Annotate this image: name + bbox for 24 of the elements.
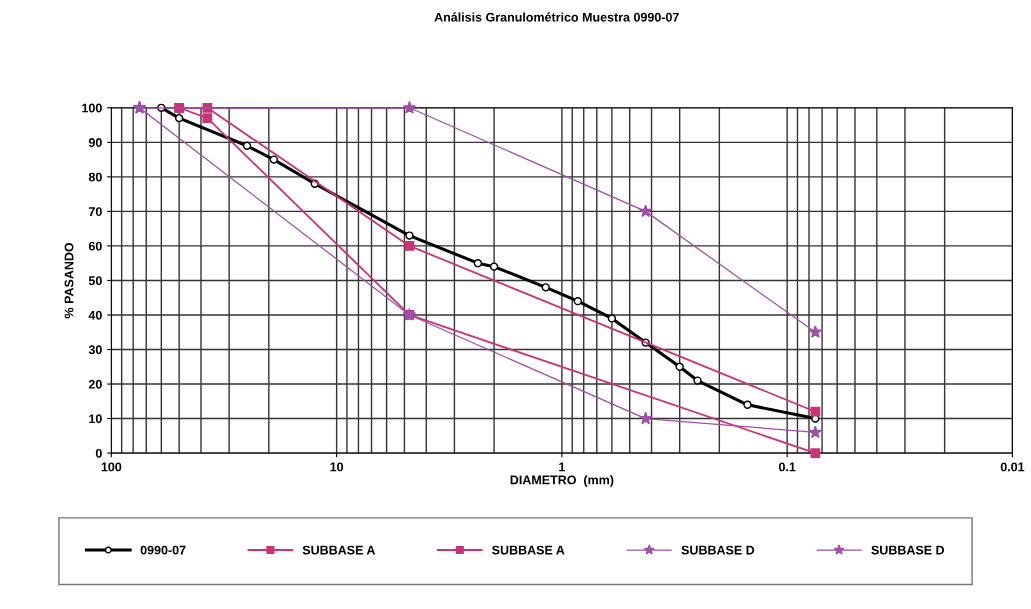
legend-label: SUBBASE D	[681, 545, 755, 555]
x-axis-title: DIAMETRO (mm)	[510, 475, 614, 487]
chart-title: Análisis Granulométrico Muestra 0990-07	[434, 12, 679, 22]
x-tick-label: 1	[559, 462, 566, 472]
legend-label: SUBBASE A	[492, 545, 565, 555]
y-tick-label: 40	[88, 310, 102, 320]
y-tick-label: 60	[88, 241, 102, 251]
legend-label: 0990-07	[140, 545, 186, 555]
y-tick-label: 20	[88, 379, 102, 389]
y-tick-label: 90	[88, 138, 102, 147]
x-tick-label: 100	[101, 462, 122, 472]
y-axis-title: % PASANDO	[64, 242, 74, 319]
y-tick-label: 10	[89, 414, 102, 424]
y-tick-label: 70	[88, 207, 102, 217]
y-tick-label: 50	[88, 276, 102, 286]
legend-label: SUBBASE D	[871, 545, 945, 555]
y-tick-label: 80	[88, 172, 102, 182]
x-tick-label: 10	[330, 462, 344, 472]
y-tick-label: 30	[88, 345, 102, 355]
x-tick-label: 0.01	[1000, 462, 1025, 472]
legend-label: SUBBASE A	[302, 545, 376, 555]
y-tick-label: 100	[82, 103, 102, 113]
x-tick-label: 0.1	[778, 462, 796, 472]
y-tick-label: 0	[95, 448, 102, 458]
